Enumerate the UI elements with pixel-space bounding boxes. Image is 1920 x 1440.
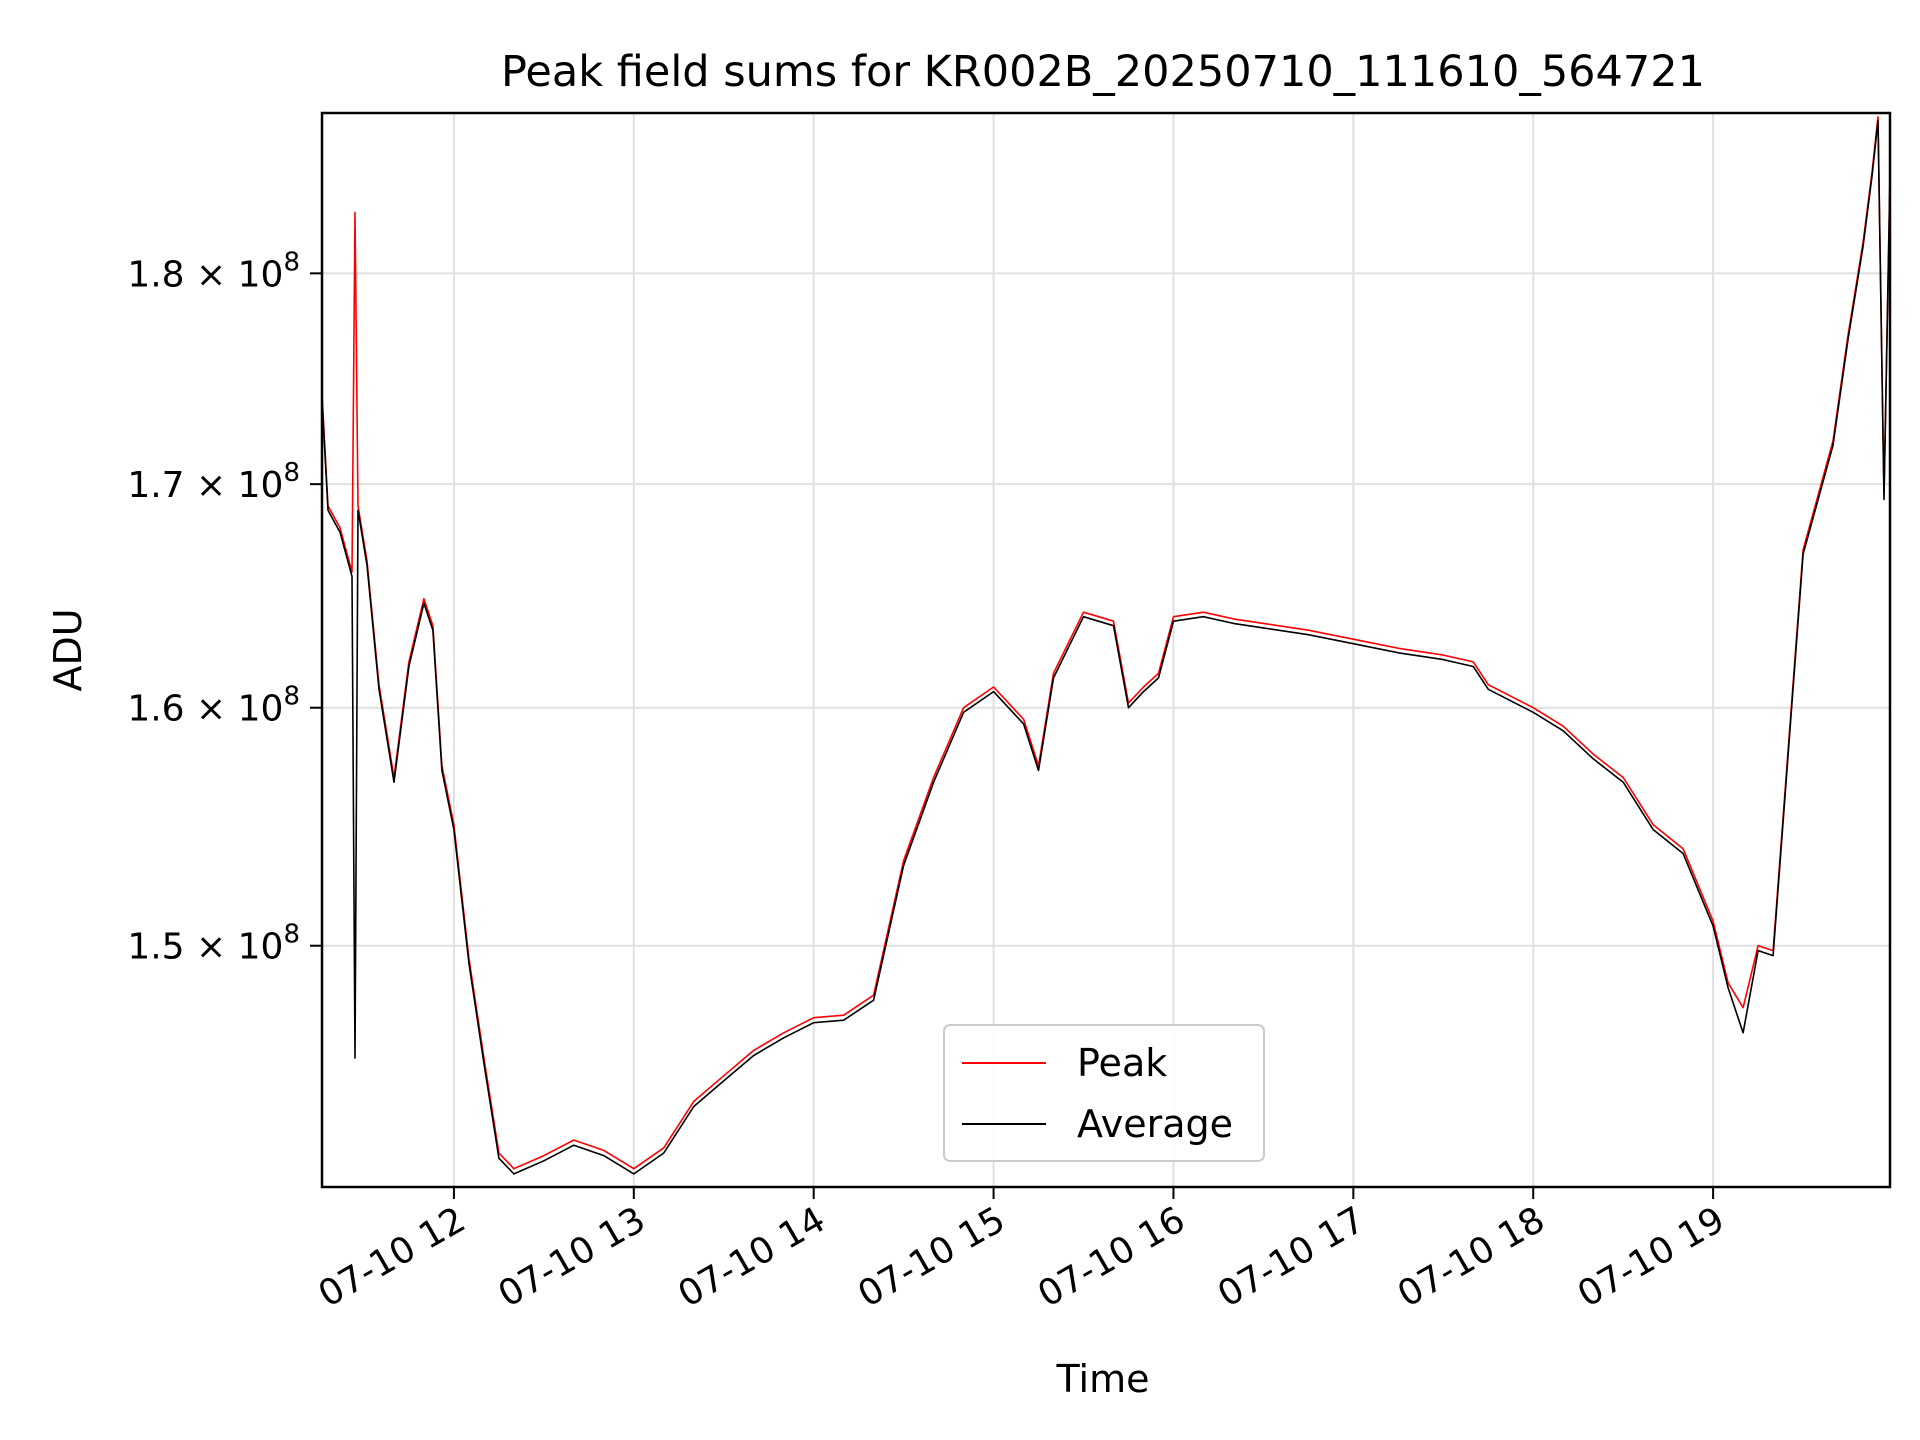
y-tick-label: 1.8 × 108 (127, 247, 300, 295)
legend-box (943, 1024, 1265, 1162)
grid (322, 113, 1890, 1187)
plot-area-frame (320, 111, 1892, 1189)
x-axis-label: Time (1056, 1357, 1150, 1401)
y-tick-label: 1.5 × 108 (127, 920, 300, 968)
chart-title: Peak field sums for KR002B_20250710_1116… (501, 47, 1705, 97)
y-axis-label: ADU (46, 608, 90, 691)
y-axis-ticks: 1.5 × 108 1.6 × 108 1.7 × 108 1.8 × 108 (127, 247, 322, 968)
legend-peak-label: Peak (1077, 1041, 1167, 1085)
series-lines (321, 116, 1891, 1175)
legend: Peak Average (943, 1024, 1265, 1162)
y-tick-label: 1.7 × 108 (127, 458, 300, 506)
legend-average-label: Average (1077, 1102, 1233, 1146)
y-tick-label: 1.6 × 108 (127, 682, 300, 730)
series-line-average (321, 120, 1891, 1175)
